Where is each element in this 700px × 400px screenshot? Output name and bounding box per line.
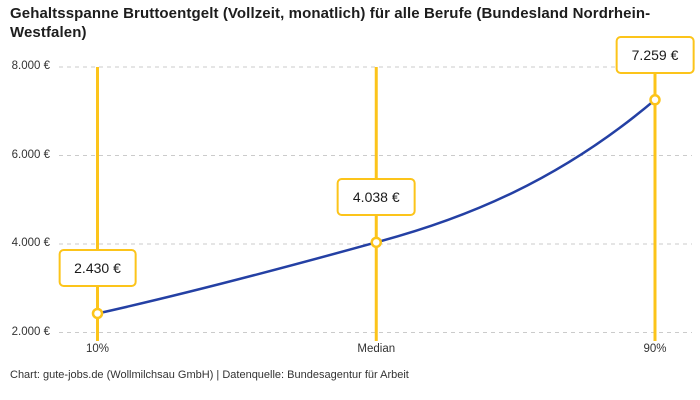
chart-credit: Chart: gute-jobs.de (Wollmilchsau GmbH) … [10,369,409,381]
x-tick-label: 90% [643,343,667,355]
data-point-marker[interactable] [91,307,104,320]
y-tick-label: 8.000 € [11,60,50,72]
y-tick-label: 4.000 € [11,237,50,249]
x-tick-label: Median [357,343,396,355]
value-label-box: 7.259 € [615,35,695,74]
y-tick-label: 6.000 € [11,148,50,161]
chart-title: Gehaltsspanne Bruttoentgelt (Vollzeit, m… [10,5,651,41]
value-label-box: 2.430 € [58,249,137,288]
data-point-marker[interactable] [370,236,382,249]
y-tick-label: 2.000 € [11,325,50,338]
x-tick-label: 10% [85,343,110,355]
value-label-box: 4.038 € [336,178,416,217]
data-point-marker[interactable] [649,94,661,106]
